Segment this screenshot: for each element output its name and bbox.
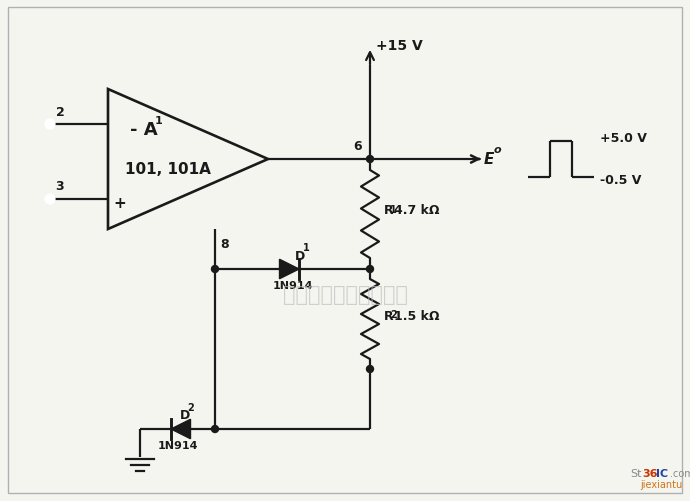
Text: 2: 2 [56, 105, 64, 118]
Text: IC: IC [656, 468, 668, 478]
Text: - A: - A [130, 121, 157, 139]
Text: 杭州将睿科技有限公司: 杭州将睿科技有限公司 [282, 285, 408, 305]
Circle shape [366, 266, 373, 273]
Text: 1: 1 [155, 116, 163, 126]
Text: R: R [384, 204, 393, 217]
Text: R: R [384, 309, 393, 322]
Text: 6: 6 [353, 139, 362, 152]
Text: 1: 1 [390, 204, 397, 214]
Circle shape [212, 266, 219, 273]
Text: +: + [114, 195, 126, 210]
Text: .com: .com [670, 468, 690, 478]
Circle shape [366, 156, 373, 163]
Circle shape [366, 366, 373, 373]
Text: 1.5 kΩ: 1.5 kΩ [394, 309, 440, 322]
Text: St: St [630, 468, 642, 478]
Text: o: o [494, 145, 502, 155]
Text: 101, 101A: 101, 101A [125, 162, 211, 177]
Text: -0.5 V: -0.5 V [600, 174, 642, 187]
Polygon shape [279, 260, 299, 279]
Text: 36: 36 [642, 468, 658, 478]
Text: 1N914: 1N914 [273, 281, 313, 291]
Text: D: D [295, 249, 305, 262]
Circle shape [46, 120, 55, 129]
Text: 4.7 kΩ: 4.7 kΩ [394, 204, 440, 217]
Text: jiexiantu: jiexiantu [640, 479, 682, 489]
Text: E: E [484, 152, 494, 167]
Text: 2: 2 [188, 402, 195, 412]
Text: 1N914: 1N914 [157, 440, 198, 450]
Polygon shape [171, 419, 190, 439]
Text: 2: 2 [390, 310, 397, 319]
Text: 1: 1 [302, 242, 309, 253]
Circle shape [212, 426, 219, 433]
Text: 8: 8 [221, 237, 229, 250]
Text: 3: 3 [56, 180, 64, 193]
Text: D: D [179, 409, 190, 422]
Text: +15 V: +15 V [376, 39, 423, 53]
Circle shape [46, 195, 55, 204]
Text: +5.0 V: +5.0 V [600, 132, 647, 145]
